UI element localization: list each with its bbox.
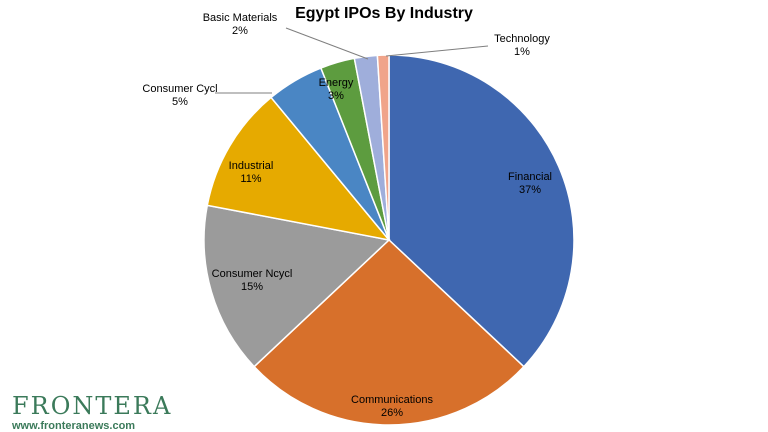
- slice-consumer-ncycl: [203, 204, 391, 368]
- leader-line-basic-materials: [285, 27, 369, 60]
- slice-communications: [253, 238, 525, 426]
- slice-labels: Financial 37% Communications 26% Consumer Nc…: [142, 12, 552, 419]
- pie-slices: [203, 54, 575, 426]
- logo-name: FRONTERA: [12, 392, 173, 420]
- chart-title: Egypt IPOs By Industry: [295, 5, 473, 22]
- slice-label-consumer-cycl: Consumer Cycl 5%: [142, 83, 217, 108]
- slice-industrial: [206, 96, 391, 242]
- leader-line-technology: [385, 45, 489, 57]
- slice-label-industrial: Industrial 11%: [229, 160, 274, 185]
- logo-url: www.fronteranews.com: [12, 420, 136, 432]
- slice-label-consumer-ncycl: Consumer Ncycl 15%: [212, 268, 293, 293]
- frontera-logo: FRONTERA www.fronteranews.com: [12, 394, 172, 432]
- slice-label-technology: Technology 1%: [494, 33, 550, 58]
- slice-label-energy: Energy 3%: [319, 77, 354, 102]
- leader-lines: [215, 27, 489, 94]
- slice-technology: [376, 54, 390, 241]
- slice-financial: [388, 54, 575, 368]
- slice-label-communications: Communications 26%: [351, 394, 433, 419]
- slice-label-basic-materials: Basic Materials 2%: [203, 12, 278, 37]
- slice-label-financial: Financial 37%: [508, 171, 552, 196]
